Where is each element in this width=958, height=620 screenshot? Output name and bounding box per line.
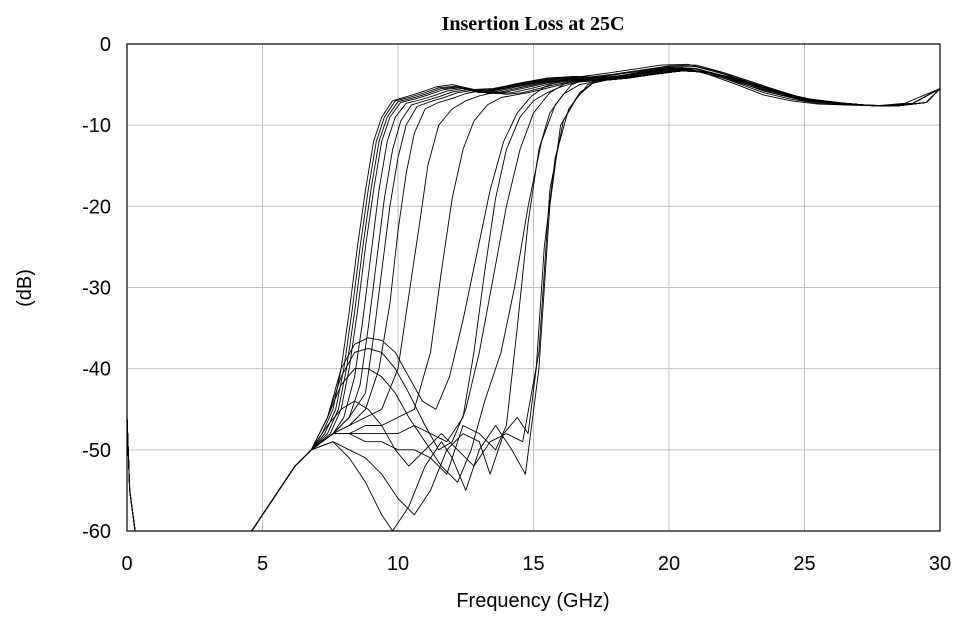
plot-frame bbox=[126, 43, 941, 532]
x-tick-label: 20 bbox=[658, 553, 680, 575]
x-tick-label: 0 bbox=[121, 553, 132, 575]
y-axis-label: (dB) bbox=[14, 269, 36, 307]
x-tick-label: 5 bbox=[257, 553, 268, 575]
chart-title: Insertion Loss at 25C bbox=[442, 13, 625, 35]
y-tick-label: -10 bbox=[82, 115, 111, 137]
x-tick-label: 25 bbox=[793, 553, 815, 575]
x-tick-label: 10 bbox=[387, 553, 409, 575]
series-group bbox=[126, 63, 941, 532]
x-tick-label: 30 bbox=[929, 553, 951, 575]
y-tick-labels: 0 -10 -20 -30 -40 -50 -60 bbox=[82, 34, 111, 543]
y-tick-label: 0 bbox=[100, 34, 111, 56]
y-tick-label: -50 bbox=[82, 440, 111, 462]
y-tick-label: -30 bbox=[82, 278, 111, 300]
x-tick-labels: 0 5 10 15 20 25 30 bbox=[121, 553, 951, 575]
x-axis-label: Frequency (GHz) bbox=[456, 590, 609, 612]
y-tick-label: -20 bbox=[82, 196, 111, 218]
series-line-18 bbox=[126, 63, 941, 532]
y-tick-label: -60 bbox=[82, 521, 111, 543]
y-tick-label: -40 bbox=[82, 359, 111, 381]
grid bbox=[127, 44, 940, 531]
x-tick-label: 15 bbox=[522, 553, 544, 575]
